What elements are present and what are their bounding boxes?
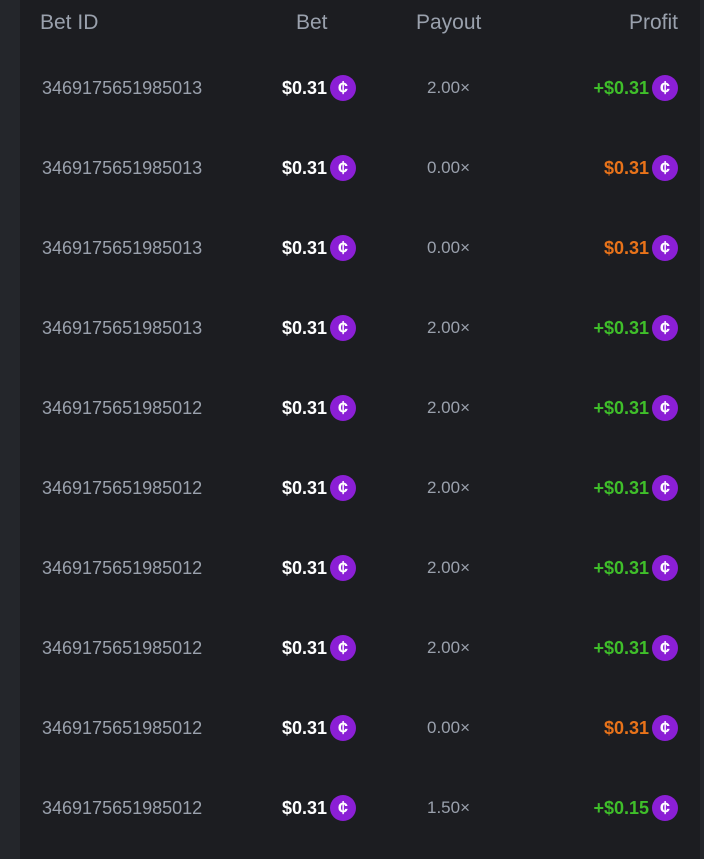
cent-coin-icon: ¢ [330,75,356,101]
bet-id[interactable]: 3469175651985012 [42,398,203,418]
bets-table: Bet ID Bet Payout Profit 346917565198501… [20,0,700,848]
bet-value: $0.31 [281,157,327,178]
cent-coin-icon: ¢ [652,715,678,741]
bet-amount: $0.31 ¢ [282,635,356,661]
bet-value: $0.31 [281,317,327,338]
profit-value: +$0.15 [593,797,649,818]
profit-value: $0.31 [603,717,649,738]
bet-amount: $0.31 ¢ [282,315,356,341]
scrollbar-track[interactable] [700,0,704,859]
bet-amount: $0.31 ¢ [282,795,356,821]
payout: 2.00× [427,478,471,497]
bet-amount: $0.31 ¢ [282,155,356,181]
table-row[interactable]: 3469175651985012 $0.31 ¢ 2.00× +$0.31 ¢ [20,528,700,608]
bet-id[interactable]: 3469175651985012 [42,558,203,578]
profit: $0.31 ¢ [604,715,678,741]
bet-amount: $0.31 ¢ [282,475,356,501]
table-row[interactable]: 3469175651985012 $0.31 ¢ 2.00× +$0.31 ¢ [20,608,700,688]
profit-value: +$0.31 [593,637,649,658]
bet-id[interactable]: 3469175651985012 [42,718,203,738]
bet-value: $0.31 [281,397,327,418]
profit: +$0.31 ¢ [593,475,678,501]
payout: 0.00× [427,238,471,257]
profit: +$0.31 ¢ [593,635,678,661]
bet-id[interactable]: 3469175651985013 [42,78,203,98]
cent-coin-icon: ¢ [652,395,678,421]
cent-coin-icon: ¢ [330,315,356,341]
payout: 2.00× [427,78,471,97]
bet-amount: $0.31 ¢ [282,715,356,741]
bet-amount: $0.31 ¢ [282,235,356,261]
bet-id[interactable]: 3469175651985012 [42,638,203,658]
cent-coin-icon: ¢ [652,155,678,181]
profit-value: +$0.31 [593,477,649,498]
table-row[interactable]: 3469175651985013 $0.31 ¢ 0.00× $0.31 ¢ [20,128,700,208]
cent-coin-icon: ¢ [330,555,356,581]
bet-id[interactable]: 3469175651985013 [42,158,203,178]
bet-amount: $0.31 ¢ [282,75,356,101]
profit: $0.31 ¢ [604,235,678,261]
profit-value: $0.31 [603,157,649,178]
cent-coin-icon: ¢ [652,315,678,341]
bet-value: $0.31 [281,77,327,98]
cent-coin-icon: ¢ [652,555,678,581]
table-row[interactable]: 3469175651985012 $0.31 ¢ 1.50× +$0.15 ¢ [20,768,700,848]
cent-coin-icon: ¢ [330,715,356,741]
table-row[interactable]: 3469175651985012 $0.31 ¢ 2.00× +$0.31 ¢ [20,448,700,528]
profit-value: +$0.31 [593,557,649,578]
profit: $0.31 ¢ [604,155,678,181]
profit: +$0.31 ¢ [593,75,678,101]
header-payout: Payout [416,11,482,34]
bet-value: $0.31 [281,717,327,738]
profit: +$0.31 ¢ [593,555,678,581]
bet-value: $0.31 [281,637,327,658]
table-row[interactable]: 3469175651985013 $0.31 ¢ 2.00× +$0.31 ¢ [20,48,700,128]
table-header: Bet ID Bet Payout Profit [20,0,700,48]
profit-value: $0.31 [603,237,649,258]
payout: 0.00× [427,158,471,177]
profit-value: +$0.31 [593,77,649,98]
cent-coin-icon: ¢ [652,235,678,261]
cent-coin-icon: ¢ [330,795,356,821]
bet-value: $0.31 [281,477,327,498]
payout: 1.50× [427,798,471,817]
bet-amount: $0.31 ¢ [282,395,356,421]
cent-coin-icon: ¢ [330,395,356,421]
bet-id[interactable]: 3469175651985012 [42,798,203,818]
cent-coin-icon: ¢ [330,635,356,661]
bet-id[interactable]: 3469175651985013 [42,318,203,338]
payout: 2.00× [427,398,471,417]
payout: 0.00× [427,718,471,737]
profit: +$0.31 ¢ [593,315,678,341]
profit-value: +$0.31 [593,397,649,418]
cent-coin-icon: ¢ [330,475,356,501]
payout: 2.00× [427,318,471,337]
table-row[interactable]: 3469175651985013 $0.31 ¢ 2.00× +$0.31 ¢ [20,288,700,368]
cent-coin-icon: ¢ [330,155,356,181]
bet-amount: $0.31 ¢ [282,555,356,581]
cent-coin-icon: ¢ [652,475,678,501]
sidebar-edge [0,0,20,859]
profit-value: +$0.31 [593,317,649,338]
bet-value: $0.31 [281,237,327,258]
table-row[interactable]: 3469175651985012 $0.31 ¢ 0.00× $0.31 ¢ [20,688,700,768]
bet-value: $0.31 [281,557,327,578]
header-bet-id: Bet ID [40,11,99,34]
bet-id[interactable]: 3469175651985013 [42,238,203,258]
cent-coin-icon: ¢ [652,75,678,101]
payout: 2.00× [427,558,471,577]
profit: +$0.15 ¢ [593,795,678,821]
cent-coin-icon: ¢ [652,795,678,821]
table-row[interactable]: 3469175651985012 $0.31 ¢ 2.00× +$0.31 ¢ [20,368,700,448]
bet-id[interactable]: 3469175651985012 [42,478,203,498]
bet-value: $0.31 [281,797,327,818]
cent-coin-icon: ¢ [652,635,678,661]
header-profit: Profit [628,11,678,34]
cent-coin-icon: ¢ [330,235,356,261]
header-bet: Bet [296,11,328,34]
payout: 2.00× [427,638,471,657]
table-row[interactable]: 3469175651985013 $0.31 ¢ 0.00× $0.31 ¢ [20,208,700,288]
profit: +$0.31 ¢ [593,395,678,421]
